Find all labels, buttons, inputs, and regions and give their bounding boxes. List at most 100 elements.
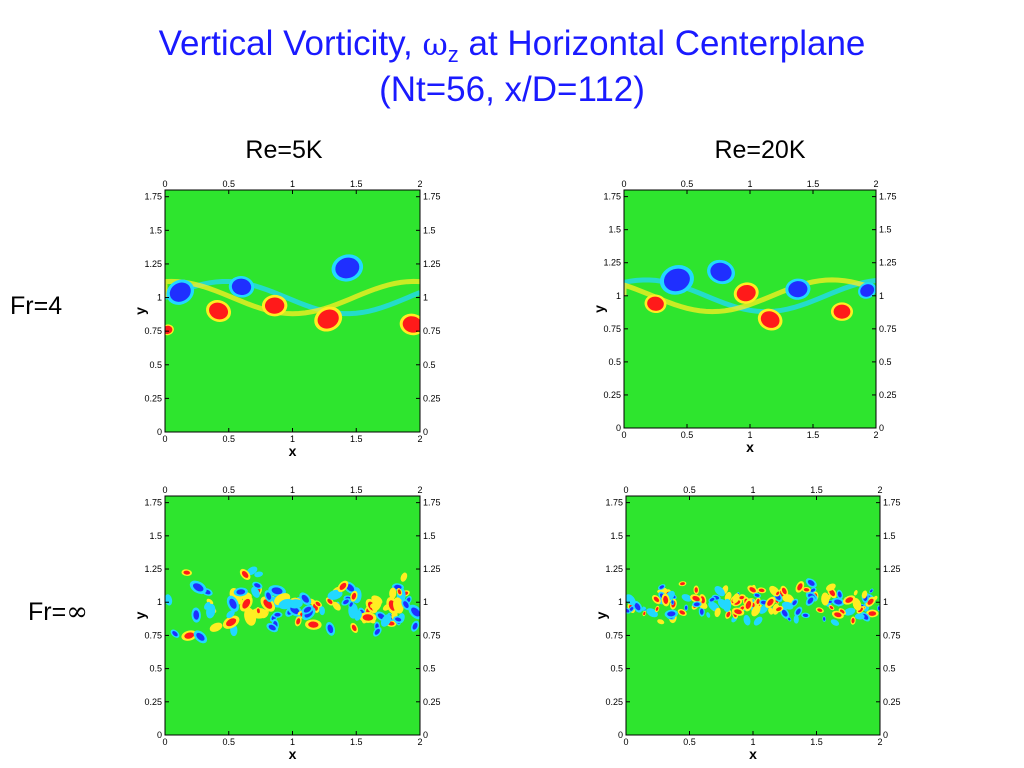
- y-tick-label-right: 1.5: [423, 225, 436, 235]
- negative-eddy-core: [343, 599, 349, 605]
- negative-vortex-core: [169, 282, 191, 302]
- y-tick-label: 1: [157, 597, 162, 607]
- negative-eddy-core: [795, 608, 801, 615]
- y-tick-label: 1.5: [610, 531, 623, 541]
- x-tick-label-top: 0: [162, 485, 167, 495]
- y-tick-label-right: 1.25: [879, 258, 897, 268]
- positive-vortex-core: [833, 304, 851, 319]
- negative-eddy-core: [412, 622, 418, 630]
- negative-eddy-halo: [753, 616, 763, 626]
- negative-eddy-core: [236, 589, 246, 595]
- negative-eddy-halo: [380, 614, 392, 627]
- positive-eddy-core: [845, 597, 854, 603]
- positive-eddy-core: [397, 589, 402, 595]
- negative-eddy-core: [196, 632, 205, 641]
- y-tick-label-right: 0.5: [883, 664, 896, 674]
- negative-vortex-core: [231, 278, 252, 295]
- negative-eddy-core: [192, 583, 204, 592]
- positive-vortex-core: [209, 302, 229, 320]
- figure-subtitle: (Nt=56, x/D=112): [379, 70, 645, 109]
- negative-eddy-halo: [206, 603, 216, 619]
- negative-eddy-halo: [723, 598, 732, 612]
- positive-eddy-halo: [853, 590, 858, 596]
- negative-eddy-core: [193, 610, 200, 620]
- positive-vortex-core: [264, 297, 285, 314]
- negative-eddy-core: [667, 611, 676, 617]
- y-tick-label: 1.25: [603, 258, 621, 268]
- positive-eddy-core: [362, 614, 374, 621]
- y-tick-label: 0.25: [605, 697, 623, 707]
- positive-eddy-core: [767, 598, 774, 606]
- y-tick-label-right: 1: [423, 293, 428, 303]
- negative-eddy-core: [271, 587, 283, 595]
- x-tick-label: 1: [290, 434, 295, 444]
- positive-eddy-core: [834, 612, 842, 618]
- negative-eddy-halo: [319, 606, 325, 616]
- negative-eddy-core: [374, 628, 380, 635]
- negative-eddy-halo: [706, 612, 711, 618]
- x-tick-label: 0: [162, 737, 167, 747]
- negative-eddy-core: [268, 624, 276, 631]
- y-tick-label-right: 1.75: [879, 192, 897, 202]
- x-tick-label: 2: [877, 737, 882, 747]
- negative-eddy-halo: [354, 610, 362, 621]
- y-tick-label-right: 1.25: [883, 564, 901, 574]
- positive-eddy-core: [781, 587, 787, 595]
- negative-eddy-core: [395, 617, 402, 622]
- y-tick-label: 0.25: [144, 393, 162, 403]
- x-tick-label-top: 2: [877, 485, 882, 495]
- positive-eddy-core: [663, 595, 669, 604]
- x-tick-label: 1: [750, 737, 755, 747]
- y-tick-label: 1.75: [144, 192, 162, 202]
- positive-eddy-halo: [393, 597, 404, 614]
- y-tick-label: 0: [616, 423, 621, 433]
- negative-eddy-core: [834, 599, 843, 605]
- y-tick-label-right: 0: [423, 730, 428, 740]
- positive-eddy-halo: [657, 619, 665, 625]
- positive-eddy-core: [749, 587, 756, 593]
- negative-eddy-core: [828, 600, 832, 603]
- positive-eddy-halo: [714, 607, 721, 618]
- x-tick-label-top: 0.5: [222, 179, 235, 189]
- y-axis-label: y: [593, 611, 609, 619]
- negative-eddy-core: [274, 612, 281, 617]
- negative-eddy-halo: [226, 610, 235, 619]
- positive-eddy-halo: [400, 572, 408, 582]
- x-tick-label: 2: [417, 434, 422, 444]
- row-label-frinf: Fr=∞: [28, 597, 88, 627]
- positive-eddy-core: [739, 596, 745, 600]
- negative-eddy-core: [807, 597, 814, 604]
- negative-eddy-halo: [854, 613, 865, 620]
- y-tick-label: 0.75: [144, 326, 162, 336]
- x-tick-label-top: 1.5: [807, 179, 820, 189]
- positive-eddy-core: [339, 582, 347, 590]
- x-tick-label: 2: [417, 737, 422, 747]
- y-tick-label-right: 1: [423, 597, 428, 607]
- negative-eddy-core: [629, 607, 634, 611]
- positive-eddy-halo: [821, 592, 830, 606]
- positive-eddy-core: [758, 588, 765, 593]
- shear-layer-streak: [165, 278, 420, 317]
- title-suffix: at Horizontal Centerplane: [458, 24, 866, 63]
- x-tick-label-top: 0: [621, 179, 626, 189]
- positive-eddy-halo: [209, 622, 223, 632]
- x-tick-label: 1: [290, 737, 295, 747]
- y-axis-label: y: [132, 611, 148, 619]
- omega-subscript: z: [447, 42, 459, 67]
- row-label-fr4: Fr=4: [10, 292, 62, 321]
- y-tick-label: 0.75: [144, 630, 162, 640]
- y-tick-label: 0.75: [603, 324, 621, 334]
- positive-eddy-core: [242, 598, 251, 609]
- negative-eddy-core: [709, 597, 715, 602]
- negative-vortex-core: [710, 262, 732, 282]
- x-tick-label: 1.5: [350, 434, 363, 444]
- negative-eddy-core: [684, 605, 688, 610]
- y-tick-label-right: 0.5: [423, 664, 436, 674]
- negative-eddy-halo: [327, 589, 343, 600]
- y-tick-label: 0.5: [610, 664, 623, 674]
- column-label-re20k: Re=20K: [714, 136, 806, 164]
- positive-eddy-core: [256, 608, 260, 614]
- negative-eddy-core: [229, 598, 237, 609]
- y-tick-label-right: 0.5: [879, 357, 892, 367]
- negative-eddy-halo: [781, 601, 794, 610]
